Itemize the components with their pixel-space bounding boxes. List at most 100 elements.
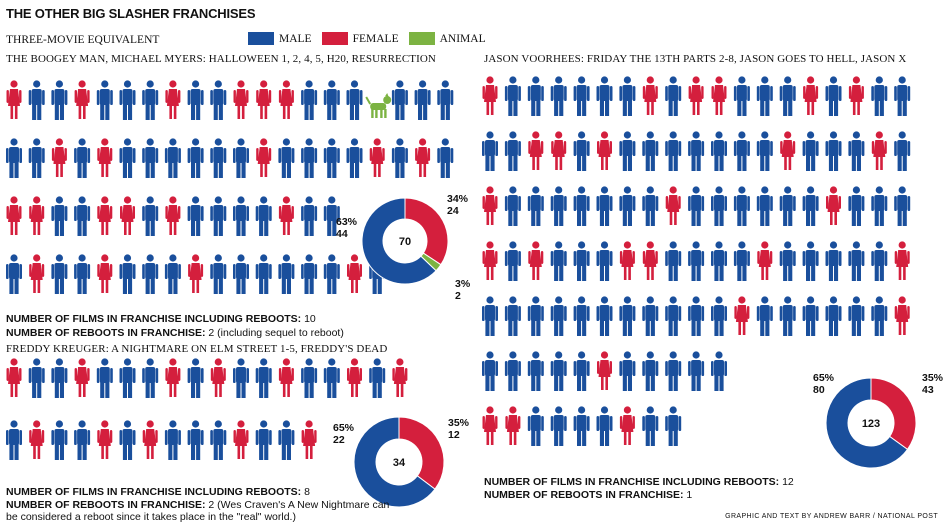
myers-male-icon	[51, 254, 68, 294]
donut-jason-slice-female	[870, 377, 917, 451]
freddy-female-icon	[392, 358, 408, 397]
freddy-female-icon	[74, 358, 90, 397]
jason-male-icon	[596, 406, 613, 446]
myers-male-icon	[96, 80, 113, 120]
jason-male-icon	[733, 186, 750, 226]
jason-male-icon	[825, 296, 842, 336]
jason-male-icon	[825, 241, 842, 281]
jason-male-icon	[550, 351, 567, 391]
credit-line: GRAPHIC AND TEXT BY ANDREW BARR / NATION…	[725, 513, 938, 520]
myers-male-icon	[391, 138, 408, 178]
myers-male-icon	[210, 138, 227, 178]
jason-male-icon	[527, 406, 544, 446]
jason-male-icon	[619, 351, 636, 391]
jason-female-icon	[894, 296, 910, 335]
donut-freddy-slice-male	[353, 416, 436, 508]
jason-male-icon	[711, 296, 727, 336]
freddy-female-icon	[278, 358, 294, 397]
myers-male-icon	[437, 80, 454, 120]
franchise-title-myers: THE BOOGEY MAN, MICHAEL MYERS: HALLOWEEN…	[6, 53, 436, 65]
jason-male-icon	[665, 406, 682, 446]
donut-myers-center-label: 70	[399, 236, 411, 248]
jason-male-icon	[550, 76, 567, 116]
jason-male-icon	[688, 241, 705, 281]
myers-male-icon	[233, 138, 249, 178]
jason-male-icon	[894, 186, 911, 226]
myers-male-icon	[119, 138, 136, 178]
jason-male-icon	[482, 296, 498, 336]
freddy-male-icon	[142, 358, 159, 398]
myers-female-icon	[97, 138, 113, 177]
jason-female-icon	[665, 186, 681, 225]
freddy-male-icon	[51, 420, 68, 460]
reboots-count-jason: NUMBER OF REBOOTS IN FRANCHISE: 1	[484, 489, 692, 501]
jason-male-icon	[550, 241, 567, 281]
myers-female-icon	[74, 80, 90, 119]
jason-female-icon	[482, 241, 498, 280]
pct-female-freddy: 35% 12	[448, 417, 469, 441]
films-value-myers: 10	[304, 313, 316, 325]
myers-male-icon	[6, 254, 22, 294]
jason-male-icon	[527, 351, 544, 391]
jason-male-icon	[596, 186, 613, 226]
reboots-label-myers: NUMBER OF REBOOTS IN FRANCHISE:	[6, 327, 206, 339]
myers-male-icon	[187, 196, 204, 236]
myers-male-icon	[255, 254, 272, 294]
jason-male-icon	[802, 186, 819, 226]
myers-male-icon	[323, 254, 340, 294]
jason-female-icon	[642, 241, 658, 280]
films-label-jason: NUMBER OF FILMS IN FRANCHISE INCLUDING R…	[484, 476, 780, 488]
myers-male-icon	[255, 196, 272, 236]
myers-female-icon	[165, 196, 181, 235]
donut-jason-slice-male	[825, 377, 909, 469]
legend-item-female: FEMALE	[321, 32, 399, 45]
legend-swatch-female	[321, 32, 348, 45]
jason-male-icon	[504, 76, 521, 116]
jason-male-icon	[779, 241, 796, 281]
jason-male-icon	[596, 76, 613, 116]
jason-male-icon	[779, 296, 796, 336]
pct-animal-myers-percent: 3%	[455, 278, 471, 290]
myers-female-icon	[29, 254, 45, 293]
freddy-male-icon	[28, 358, 45, 398]
jason-male-icon	[848, 131, 865, 171]
jason-male-icon	[802, 296, 819, 336]
pct-female-freddy-count: 12	[448, 429, 460, 441]
freddy-male-icon	[119, 420, 136, 460]
jason-female-icon	[642, 76, 658, 115]
jason-male-icon	[733, 131, 750, 171]
freddy-female-icon	[301, 420, 317, 459]
jason-male-icon	[642, 186, 659, 226]
myers-male-icon	[323, 196, 340, 236]
jason-male-icon	[848, 186, 865, 226]
myers-male-icon	[210, 254, 227, 294]
reboots-value-jason: 1	[686, 489, 693, 501]
jason-male-icon	[527, 296, 544, 336]
jason-male-icon	[802, 131, 819, 171]
jason-male-icon	[596, 296, 613, 336]
jason-male-icon	[711, 351, 727, 391]
reboots-label-jason: NUMBER OF REBOOTS IN FRANCHISE:	[484, 489, 684, 501]
myers-male-icon	[210, 80, 227, 120]
jason-female-icon	[780, 131, 796, 170]
myers-male-icon	[74, 138, 91, 178]
jason-male-icon	[665, 296, 682, 336]
jason-male-icon	[756, 76, 773, 116]
myers-male-icon	[142, 196, 159, 236]
freddy-male-icon	[187, 358, 204, 398]
page-title: THE OTHER BIG SLASHER FRANCHISES	[6, 6, 256, 21]
reboots-count-freddy: NUMBER OF REBOOTS IN FRANCHISE: 2 (Wes C…	[6, 499, 389, 511]
myers-animal-icon	[365, 93, 392, 118]
jason-female-icon	[528, 241, 544, 280]
freddy-female-icon	[97, 420, 113, 459]
legend-swatch-animal	[408, 32, 435, 45]
myers-male-icon	[142, 80, 159, 120]
films-count-freddy: NUMBER OF FILMS IN FRANCHISE INCLUDING R…	[6, 486, 310, 498]
myers-male-icon	[164, 138, 181, 178]
jason-male-icon	[825, 131, 842, 171]
jason-male-icon	[733, 241, 750, 281]
jason-male-icon	[642, 296, 659, 336]
freddy-male-icon	[164, 420, 181, 460]
pct-male-jason-percent: 65%	[813, 372, 835, 384]
